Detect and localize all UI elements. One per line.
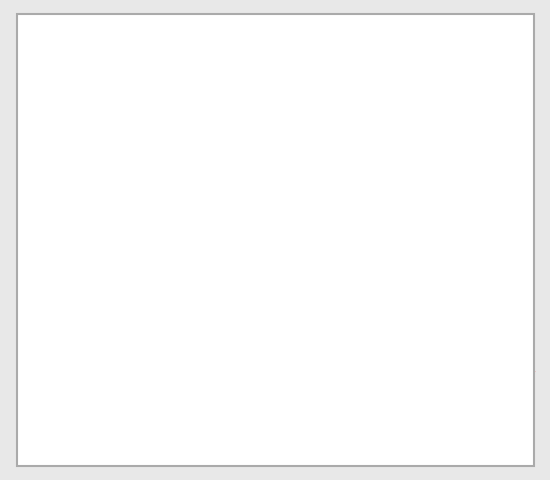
Text: H$_3$C: H$_3$C <box>52 245 78 260</box>
Text: CAS  67874-71-9: CAS 67874-71-9 <box>191 437 354 455</box>
Text: O: O <box>276 373 287 387</box>
Text: H$_3$C: H$_3$C <box>119 184 145 200</box>
Text: O: O <box>252 294 263 308</box>
Text: H$_3$C: H$_3$C <box>285 245 310 260</box>
Text: H$_3$C: H$_3$C <box>119 379 145 394</box>
Text: 3+: 3+ <box>395 125 411 135</box>
Text: O: O <box>508 373 519 387</box>
Text: O: O <box>276 179 287 192</box>
Text: Bi: Bi <box>371 140 387 158</box>
Text: H$_3$C: H$_3$C <box>352 379 377 394</box>
Text: O: O <box>252 100 263 114</box>
Text: −: − <box>294 171 304 184</box>
Text: H$_3$C: H$_3$C <box>52 50 78 66</box>
Text: O: O <box>485 294 495 308</box>
Text: −: − <box>294 366 304 379</box>
Text: −: − <box>526 366 537 379</box>
